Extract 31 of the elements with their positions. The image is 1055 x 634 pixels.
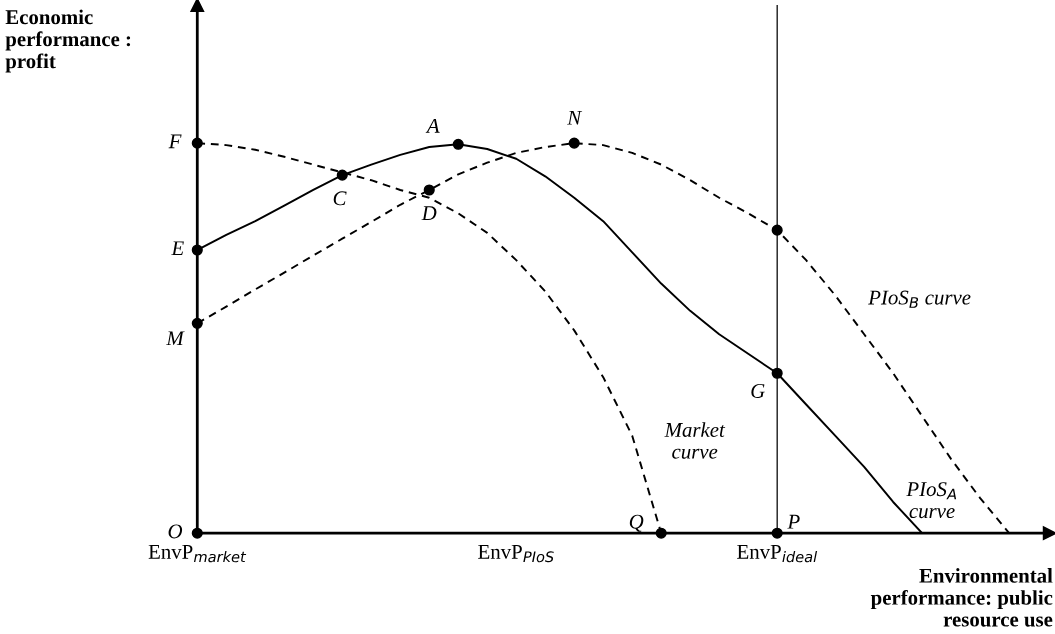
point: [191, 317, 203, 329]
series-label: F: [168, 134, 182, 149]
point: [423, 184, 435, 196]
series-label: G: [751, 383, 765, 398]
point: [336, 169, 348, 181]
point: [655, 527, 667, 539]
series-label: A: [425, 118, 440, 133]
series-label: N: [567, 110, 583, 125]
point: [191, 244, 203, 256]
series-label: P: [787, 514, 800, 529]
point: [452, 138, 464, 150]
series-label: C: [333, 191, 347, 206]
x-tick-label: EnvP$_{ideal}$: [737, 545, 818, 563]
series-label: Q: [629, 514, 644, 532]
point: [191, 137, 203, 149]
point: [568, 137, 580, 149]
series-label: PIoS$_{A}$ curve: [906, 482, 957, 519]
x-tick-label: EnvP$_{market}$: [148, 545, 247, 563]
point: [771, 224, 783, 236]
y-axis-title: Economic performance : profit: [5, 9, 131, 73]
series-label: D: [421, 206, 437, 221]
series-label: Market curve: [664, 422, 726, 459]
x-tick-label: EnvP$_{PIoS}$: [478, 545, 554, 563]
series-label: PIoS$_{B}$ curve: [868, 290, 971, 308]
series-label: E: [171, 241, 184, 256]
series-label: M: [166, 331, 185, 346]
series-label: O: [168, 524, 183, 539]
point: [771, 527, 783, 539]
point: [191, 527, 203, 539]
point: [771, 367, 783, 379]
x-axis-title: Environmental performance: public resource use: [870, 568, 1053, 627]
